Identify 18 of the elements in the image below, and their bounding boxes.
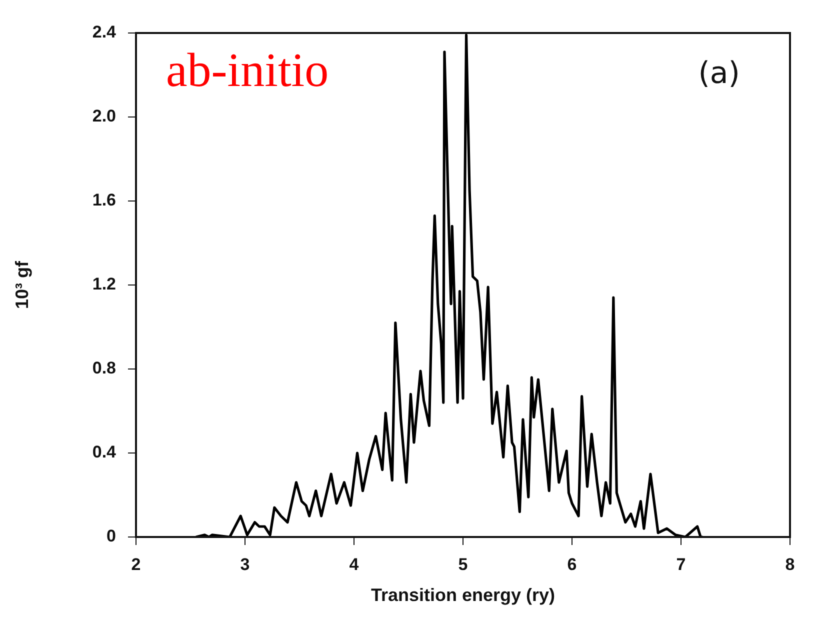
x-tick-label: 6 (567, 554, 577, 574)
annotation: ab-initio (166, 44, 329, 97)
y-axis-title: 10³ gf (12, 260, 32, 310)
x-tick-label: 4 (349, 554, 360, 574)
x-tick-label: 8 (785, 554, 795, 574)
y-tick-label: 1.2 (92, 274, 116, 294)
y-tick-label: 2.4 (92, 22, 117, 42)
x-tick-label: 5 (458, 554, 468, 574)
y-tick-label: 0.4 (92, 442, 117, 462)
annotation: (a) (698, 56, 740, 91)
x-axis-title: Transition energy (ry) (370, 585, 556, 606)
y-tick-label: 1.6 (92, 190, 116, 210)
y-tick-label: 2.0 (92, 106, 116, 126)
y-tick-label: 0.8 (92, 358, 116, 378)
y-tick-label: 0 (106, 526, 116, 546)
x-tick-label: 3 (240, 554, 250, 574)
x-tick-label: 2 (131, 554, 141, 574)
x-tick-label: 7 (676, 554, 686, 574)
